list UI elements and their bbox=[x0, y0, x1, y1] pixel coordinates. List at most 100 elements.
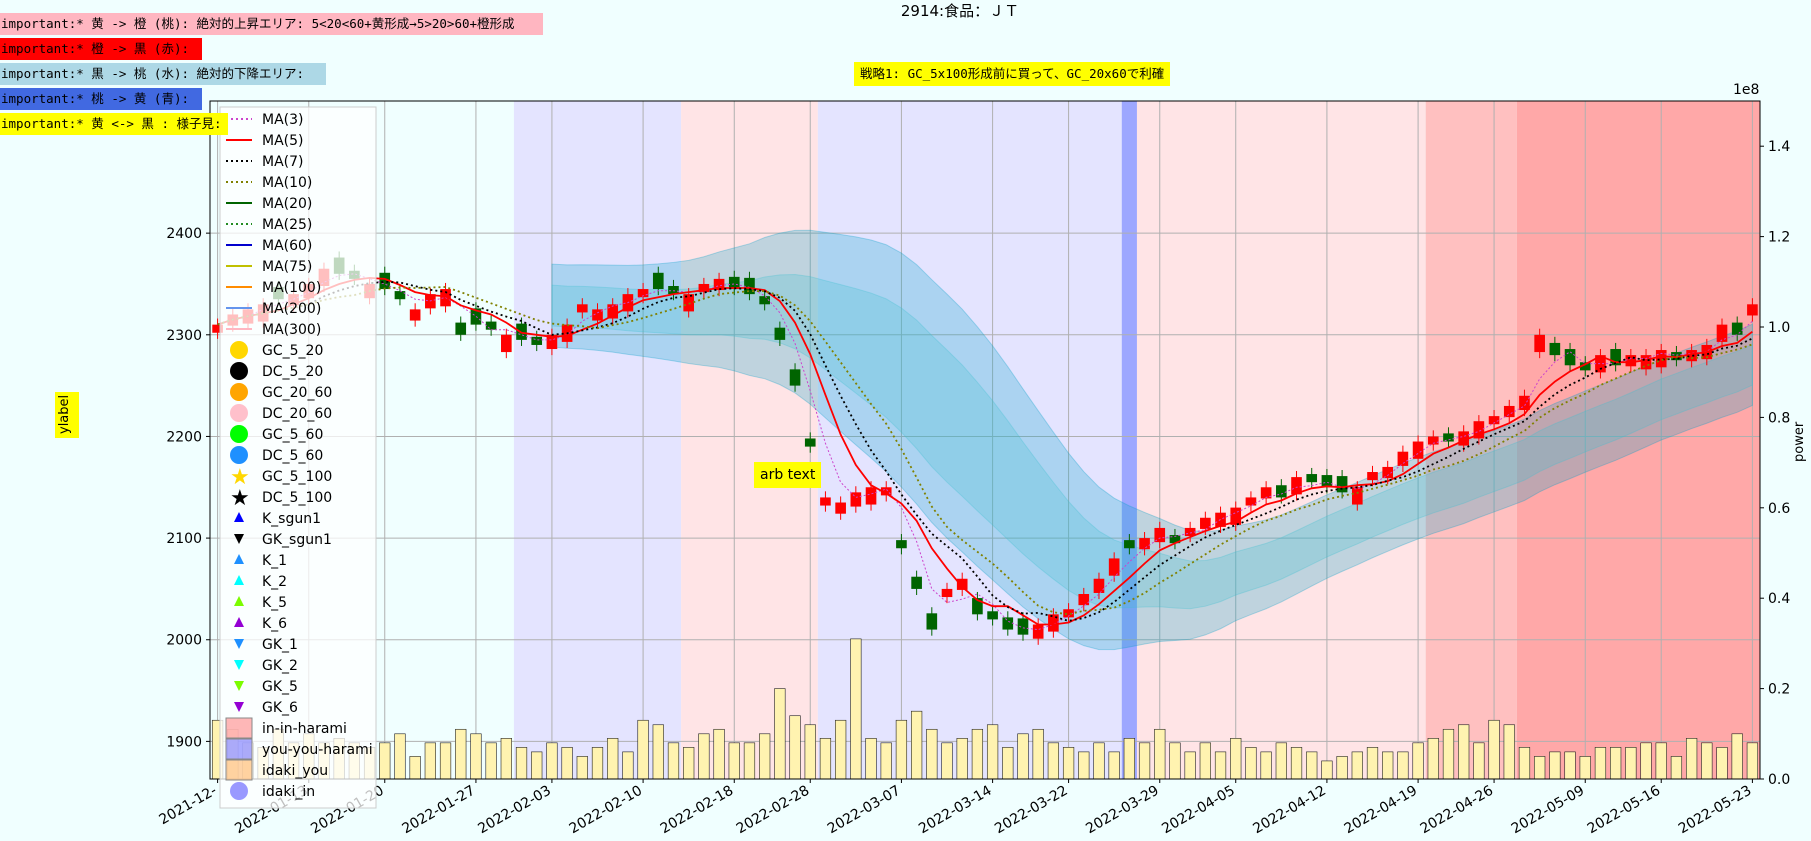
volume-bar bbox=[1473, 742, 1485, 780]
candle bbox=[1078, 593, 1090, 606]
y2-axis-label: power bbox=[1792, 421, 1807, 462]
legend-label: K_1 bbox=[262, 553, 287, 569]
x-tick-label: 2022-05-09 bbox=[1509, 783, 1587, 838]
x-tick-label: 2022-02-18 bbox=[658, 783, 736, 838]
volume-bar bbox=[789, 715, 801, 780]
legend-label: DC_5_20 bbox=[262, 364, 323, 380]
volume-bar bbox=[759, 733, 771, 780]
x-tick-label: 2022-02-10 bbox=[567, 783, 645, 838]
volume-bar bbox=[531, 751, 543, 780]
note-2: important:* 橙 -> 黒 (赤): bbox=[0, 38, 202, 60]
volume-bar bbox=[1078, 751, 1090, 780]
candle bbox=[1032, 624, 1044, 639]
volume-bar bbox=[1230, 738, 1242, 780]
candle bbox=[1108, 558, 1120, 576]
legend-label: GC_5_60 bbox=[262, 427, 323, 443]
candle bbox=[1230, 507, 1242, 525]
legend-label: K_5 bbox=[262, 595, 287, 611]
volume-bar bbox=[1184, 751, 1196, 780]
volume-bar bbox=[728, 742, 740, 780]
volume-bar bbox=[941, 742, 953, 780]
candle bbox=[1002, 617, 1014, 630]
legend-label: GK_sgun1 bbox=[262, 532, 332, 548]
x-tick-label: 2022-03-14 bbox=[916, 783, 995, 838]
candle bbox=[1716, 324, 1728, 342]
volume-bar bbox=[1260, 751, 1272, 780]
candle bbox=[1306, 474, 1318, 483]
volume-bar bbox=[485, 742, 497, 780]
candle bbox=[379, 272, 391, 290]
candle bbox=[1093, 578, 1105, 593]
candle bbox=[728, 276, 740, 290]
candle bbox=[1610, 349, 1621, 366]
candle bbox=[774, 327, 786, 340]
candle bbox=[1747, 304, 1758, 316]
volume-bar bbox=[850, 638, 862, 780]
volume-bar bbox=[1093, 742, 1105, 780]
legend-swatch bbox=[230, 341, 248, 359]
volume-bar bbox=[1488, 719, 1500, 780]
volume-bar bbox=[774, 688, 786, 780]
candle bbox=[1048, 614, 1059, 632]
volume-bar bbox=[1549, 751, 1561, 780]
candle bbox=[546, 334, 558, 350]
volume-bar bbox=[379, 742, 391, 780]
legend-label: idaki_you bbox=[262, 763, 328, 779]
legend-label: DC_5_60 bbox=[262, 448, 323, 464]
legend-label: GC_5_100 bbox=[262, 469, 332, 485]
candle bbox=[1397, 451, 1409, 466]
y2-scale-label: 1e8 bbox=[1733, 82, 1760, 98]
volume-bar bbox=[561, 747, 573, 780]
candle bbox=[1124, 540, 1135, 549]
volume-bar bbox=[1746, 742, 1759, 780]
y-axis-label: ylabel bbox=[55, 392, 79, 438]
x-tick-label: 2022-05-16 bbox=[1585, 783, 1664, 838]
y2-tick-label: 1.4 bbox=[1768, 139, 1790, 155]
volume-bar bbox=[1214, 751, 1227, 780]
volume-bar bbox=[591, 747, 604, 780]
candle bbox=[1351, 487, 1363, 505]
legend-label: GK_1 bbox=[262, 637, 298, 653]
candle bbox=[607, 304, 619, 319]
candle bbox=[1534, 334, 1545, 353]
volume-bar bbox=[986, 724, 999, 780]
candle bbox=[409, 309, 421, 321]
legend-label: in-in-harami bbox=[262, 721, 347, 737]
candle bbox=[1154, 527, 1166, 543]
volume-bar bbox=[455, 728, 467, 780]
volume-bar bbox=[667, 742, 680, 780]
candle bbox=[1595, 355, 1606, 373]
legend-label: MA(3) bbox=[262, 112, 304, 128]
region-7 bbox=[1516, 101, 1760, 779]
candle bbox=[1640, 355, 1652, 370]
legend-label: MA(10) bbox=[262, 175, 312, 191]
candle bbox=[698, 283, 710, 293]
y2-tick-label: 0.2 bbox=[1768, 682, 1790, 698]
candle bbox=[956, 578, 968, 590]
y2-tick-label: 0.8 bbox=[1768, 410, 1790, 426]
candle bbox=[1579, 362, 1591, 371]
candle bbox=[455, 322, 467, 335]
chart-title: 2914:食品：ＪＴ bbox=[900, 2, 1020, 20]
legend-label: MA(100) bbox=[262, 280, 321, 296]
volume-bar bbox=[1032, 728, 1044, 780]
candle bbox=[1321, 475, 1333, 488]
candle bbox=[987, 611, 998, 620]
legend-swatch bbox=[234, 681, 244, 691]
candle bbox=[683, 294, 694, 312]
volume-bar bbox=[1427, 738, 1439, 780]
candle bbox=[835, 502, 846, 514]
note-1: important:* 黄 -> 橙 (桃): 絶対的上昇エリア: 5<20<6… bbox=[0, 13, 543, 35]
x-tick-label: 2022-04-26 bbox=[1418, 783, 1497, 838]
candle bbox=[394, 291, 406, 300]
volume-bar bbox=[1245, 747, 1257, 780]
y-tick-label: 2400 bbox=[166, 226, 202, 242]
candle bbox=[744, 277, 755, 295]
candle bbox=[1427, 436, 1439, 445]
candle bbox=[880, 487, 892, 496]
candle bbox=[926, 613, 938, 630]
candle bbox=[592, 309, 603, 321]
legend-swatch: ★ bbox=[230, 486, 250, 511]
volume-bar bbox=[515, 747, 528, 780]
